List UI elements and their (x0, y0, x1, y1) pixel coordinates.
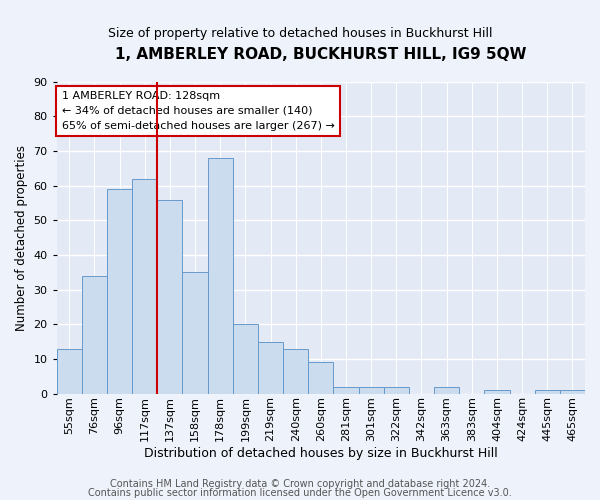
Text: Contains HM Land Registry data © Crown copyright and database right 2024.: Contains HM Land Registry data © Crown c… (110, 479, 490, 489)
Text: Contains public sector information licensed under the Open Government Licence v3: Contains public sector information licen… (88, 488, 512, 498)
Bar (82, 276, 107, 394)
Y-axis label: Number of detached properties: Number of detached properties (15, 144, 28, 330)
Bar (258, 342, 283, 394)
Bar (208, 158, 233, 394)
Bar (359, 386, 384, 394)
Bar (157, 200, 182, 394)
Bar (434, 386, 459, 394)
Bar (384, 386, 409, 394)
Bar (283, 348, 308, 394)
Bar (334, 386, 359, 394)
Bar (560, 390, 585, 394)
Bar (182, 272, 208, 394)
Text: 1 AMBERLEY ROAD: 128sqm
← 34% of detached houses are smaller (140)
65% of semi-d: 1 AMBERLEY ROAD: 128sqm ← 34% of detache… (62, 91, 335, 130)
Bar (535, 390, 560, 394)
Title: 1, AMBERLEY ROAD, BUCKHURST HILL, IG9 5QW: 1, AMBERLEY ROAD, BUCKHURST HILL, IG9 5Q… (115, 48, 527, 62)
X-axis label: Distribution of detached houses by size in Buckhurst Hill: Distribution of detached houses by size … (144, 447, 498, 460)
Bar (484, 390, 509, 394)
Text: Size of property relative to detached houses in Buckhurst Hill: Size of property relative to detached ho… (108, 28, 492, 40)
Bar (132, 178, 157, 394)
Bar (57, 348, 82, 394)
Bar (107, 189, 132, 394)
Bar (308, 362, 334, 394)
Bar (233, 324, 258, 394)
